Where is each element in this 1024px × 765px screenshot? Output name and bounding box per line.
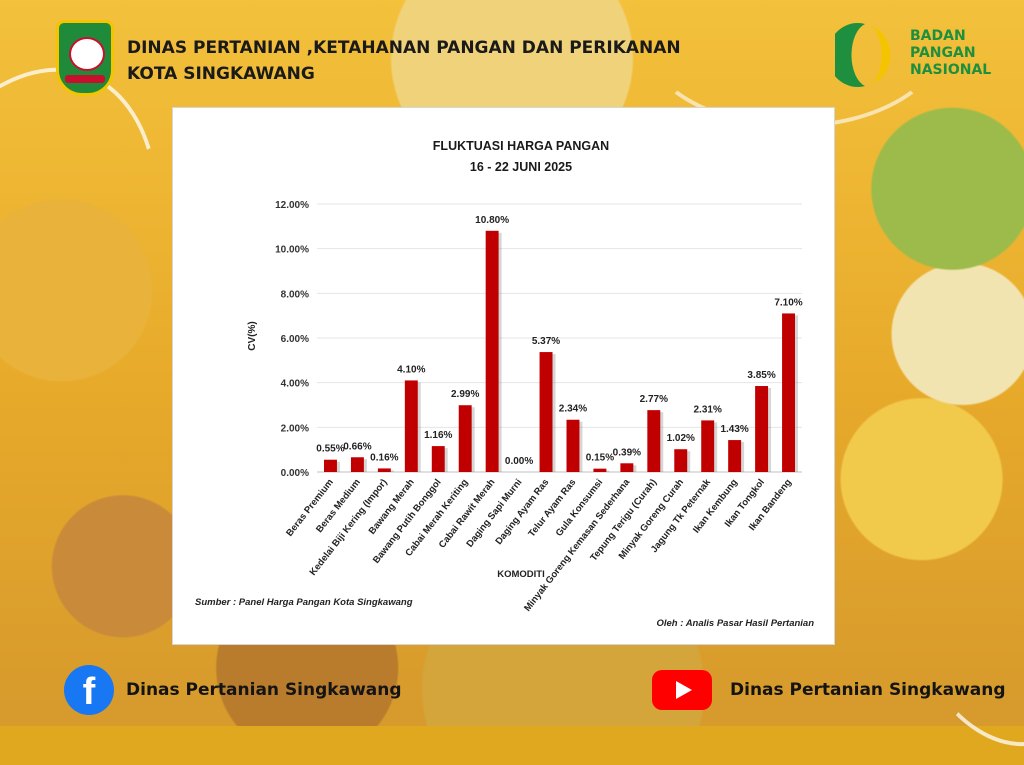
city-emblem-logo [56, 20, 114, 96]
bar [324, 459, 337, 472]
x-axis-label: KOMODITI [497, 569, 545, 580]
facebook-link[interactable]: f Dinas Pertanian Singkawang [64, 664, 402, 716]
badan-pangan-nasional-text: BADAN PANGAN NASIONAL [910, 28, 991, 79]
y-axis-label: CV(%) [247, 321, 258, 350]
bar [728, 440, 742, 472]
bar [593, 468, 607, 472]
y-tick-label: 2.00% [281, 423, 309, 434]
youtube-label[interactable]: Dinas Pertanian Singkawang [730, 680, 1006, 700]
source-note: Sumber : Panel Harga Pangan Kota Singkaw… [195, 597, 413, 608]
bar-chart: FLUKTUASI HARGA PANGAN 16 - 22 JUNI 2025 0… [247, 139, 803, 614]
bar [674, 449, 688, 472]
data-label: 0.16% [370, 452, 398, 463]
youtube-icon[interactable] [652, 670, 712, 710]
data-label: 0.00% [505, 456, 533, 467]
bar [620, 463, 634, 472]
bar [566, 419, 580, 472]
bpn-line-1: BADAN [910, 28, 966, 44]
y-tick-label: 8.00% [281, 289, 309, 300]
y-tick-label: 10.00% [275, 245, 309, 256]
bar [458, 405, 472, 472]
data-label: 2.77% [640, 394, 668, 405]
y-tick-label: 4.00% [281, 379, 309, 390]
bar [350, 457, 364, 472]
bar [431, 446, 445, 472]
author-note: Oleh : Analis Pasar Hasil Pertanian [656, 618, 814, 629]
data-label: 0.66% [343, 441, 371, 452]
x-tick-label: Telur Ayam Ras [526, 477, 578, 539]
data-label: 1.02% [667, 433, 695, 444]
bar [701, 420, 715, 472]
y-tick-label: 6.00% [281, 334, 309, 345]
data-label: 0.39% [613, 447, 641, 458]
chart-subtitle: 16 - 22 JUNI 2025 [470, 160, 572, 174]
bpn-line-2: PANGAN [910, 45, 976, 61]
x-tick-label: Beras Premium [284, 477, 336, 539]
data-label: 1.16% [424, 430, 452, 441]
facebook-icon[interactable]: f [64, 665, 114, 715]
data-label: 4.10% [397, 364, 425, 375]
badan-pangan-logo-icon [835, 23, 891, 87]
data-label: 0.15% [586, 453, 614, 464]
data-label: 0.55% [316, 444, 344, 455]
data-label: 7.10% [774, 297, 802, 308]
bpn-line-3: NASIONAL [910, 62, 992, 78]
agency-title-line2: KOTA SINGKAWANG [127, 64, 315, 84]
data-label: 5.37% [532, 336, 560, 347]
data-label: 3.85% [747, 370, 775, 381]
bar [755, 386, 769, 472]
data-label: 1.43% [720, 424, 748, 435]
bar [377, 468, 391, 472]
agency-title: DINAS PERTANIAN ,KETAHANAN PANGAN DAN PE… [127, 35, 681, 87]
bar [782, 313, 795, 472]
facebook-label[interactable]: Dinas Pertanian Singkawang [126, 680, 402, 700]
data-label: 10.80% [475, 215, 509, 226]
data-label: 2.31% [694, 404, 722, 415]
chart-panel: FLUKTUASI HARGA PANGAN 16 - 22 JUNI 2025 0… [172, 107, 835, 645]
bar [404, 380, 418, 472]
bar [647, 410, 661, 472]
bar [539, 352, 553, 472]
data-label: 2.34% [559, 404, 587, 415]
bar [485, 230, 499, 472]
y-tick-label: 12.00% [275, 200, 309, 211]
chart-title: FLUKTUASI HARGA PANGAN [433, 139, 609, 153]
y-tick-label: 0.00% [281, 468, 309, 479]
youtube-link[interactable]: Dinas Pertanian Singkawang [652, 668, 1006, 712]
data-label: 2.99% [451, 389, 479, 400]
agency-title-line1: DINAS PERTANIAN ,KETAHANAN PANGAN DAN PE… [127, 38, 681, 58]
